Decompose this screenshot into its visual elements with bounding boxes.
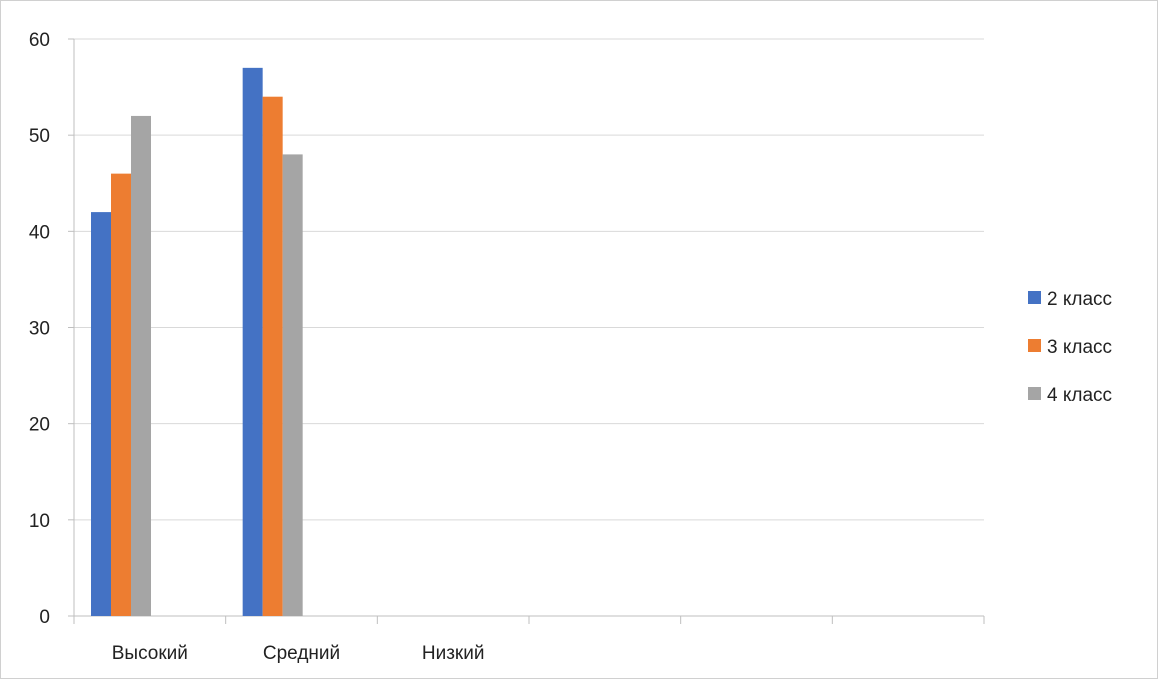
legend-label: 3 класс	[1047, 337, 1112, 358]
y-tick-label: 0	[39, 607, 50, 628]
y-tick-label: 40	[29, 222, 50, 243]
bar-4-klass-cat-1	[282, 154, 303, 616]
category-label: Низкий	[422, 643, 485, 664]
axes	[68, 38, 985, 624]
y-tick-label: 50	[29, 126, 50, 147]
y-tick-label: 20	[29, 415, 50, 436]
legend: 2 класс 3 класс 4 класс	[1028, 289, 1112, 406]
bar-3-klass-cat-1	[262, 96, 283, 616]
gridlines	[74, 38, 984, 521]
y-tick-label: 30	[29, 319, 50, 340]
bar-2-klass-cat-0	[91, 212, 111, 616]
legend-swatch	[1028, 339, 1041, 352]
category-label: Высокий	[112, 643, 188, 664]
bar-3-klass-cat-0	[111, 173, 131, 616]
category-label: Средний	[263, 643, 340, 664]
legend-swatch	[1028, 387, 1041, 400]
legend-label: 2 класс	[1047, 289, 1112, 310]
bar-2-klass-cat-1	[242, 67, 263, 617]
legend-swatch	[1028, 291, 1041, 304]
y-tick-labels: 0 10 20 30 40 50 60	[29, 30, 50, 628]
y-tick-label: 60	[29, 30, 50, 51]
bar-4-klass-cat-0	[131, 115, 151, 616]
legend-label: 4 класс	[1047, 385, 1112, 406]
y-tick-label: 10	[29, 511, 50, 532]
category-labels: Высокий Средний Низкий	[112, 643, 485, 664]
bars	[91, 67, 303, 617]
